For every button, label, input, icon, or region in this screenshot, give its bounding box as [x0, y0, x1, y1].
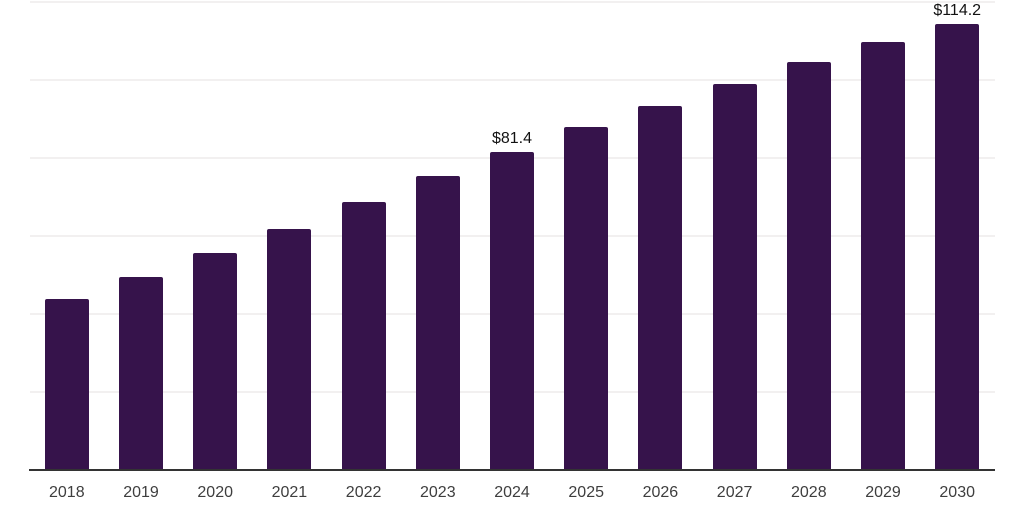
bar-2023 — [415, 175, 460, 470]
bar-2022 — [341, 201, 386, 470]
bar-2019 — [119, 277, 163, 470]
x-tick-label-2023: 2023 — [420, 483, 456, 501]
bar-2024 — [490, 152, 534, 470]
x-tick-label-2027: 2027 — [716, 483, 753, 501]
gridline-100 — [30, 78, 995, 81]
x-tick-label-2021: 2021 — [271, 483, 308, 501]
x-tick-label-2028: 2028 — [791, 483, 827, 501]
gridline-120 — [30, 0, 995, 3]
x-tick-label-2026: 2026 — [642, 483, 679, 501]
bar-2030 — [935, 24, 980, 470]
bar-2028 — [786, 62, 831, 470]
data-label-2030: $114.2 — [933, 2, 982, 20]
x-tick-label-2019: 2019 — [123, 483, 159, 501]
bar-2027 — [712, 84, 757, 470]
bar-2020 — [193, 253, 238, 470]
x-tick-label-2029: 2029 — [865, 483, 901, 501]
x-tick-label-2018: 2018 — [49, 483, 85, 501]
bar-2026 — [638, 106, 683, 470]
x-tick-label-2022: 2022 — [345, 483, 382, 501]
bar-2025 — [564, 127, 609, 470]
bar-2021 — [267, 228, 312, 470]
x-tick-label-2024: 2024 — [494, 483, 530, 501]
bar-2018 — [44, 299, 89, 470]
x-axis-line — [29, 468, 995, 471]
x-tick-label-2025: 2025 — [568, 483, 604, 501]
x-tick-label-2030: 2030 — [939, 483, 975, 501]
bar-2029 — [861, 41, 905, 470]
x-tick-label-2020: 2020 — [197, 483, 233, 501]
data-label-2024: $81.4 — [491, 130, 533, 148]
